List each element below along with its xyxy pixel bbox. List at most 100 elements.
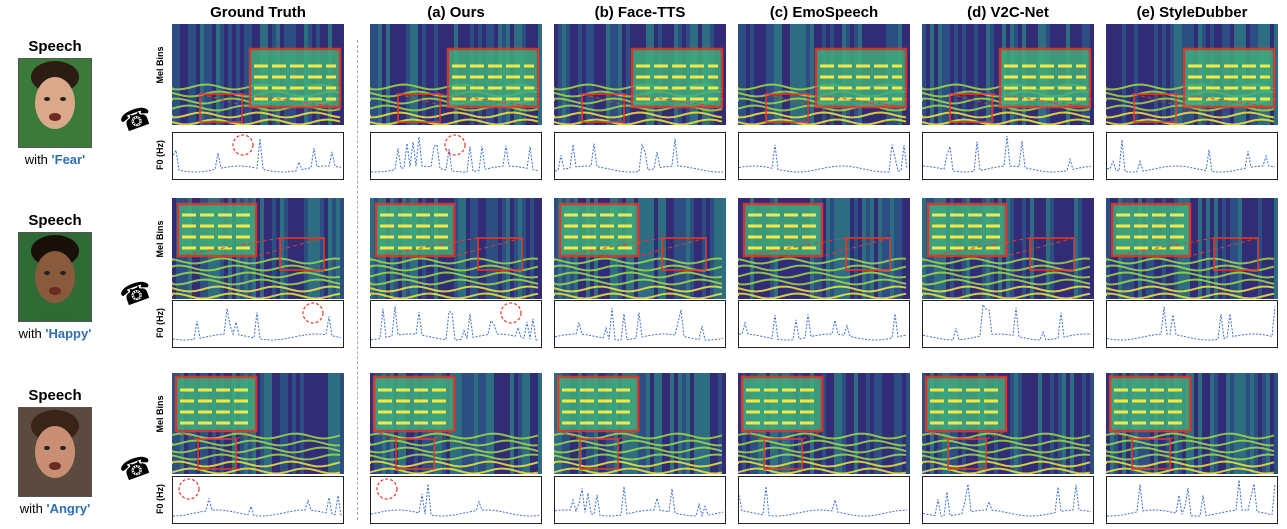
with-text: with (19, 501, 47, 516)
zoom-source-box (765, 93, 809, 123)
f0-panel (172, 132, 344, 180)
mel-spectrogram (1106, 198, 1278, 299)
f0-contour (172, 478, 342, 517)
f0-panel (922, 476, 1094, 524)
peak-highlight-circle (376, 478, 398, 500)
emotion-word: 'Fear' (51, 152, 86, 167)
zoom-source-box (763, 438, 803, 470)
zoom-source-box (1131, 438, 1171, 470)
f0-panel (370, 132, 542, 180)
f0-panel (554, 132, 726, 180)
mel-spectrogram (922, 373, 1094, 474)
mel-spectrogram (922, 24, 1094, 125)
mel-spectrogram (922, 198, 1094, 299)
f0-contour (370, 134, 540, 173)
f0-contour (172, 134, 342, 173)
f0-panel (370, 476, 542, 524)
speaker-face (18, 232, 92, 322)
column-header: (c) EmoSpeech (769, 4, 879, 21)
mel-spectrogram (370, 373, 542, 474)
f0-contour (172, 302, 342, 341)
zoom-source-box (197, 438, 237, 470)
spectrogram-panel (738, 198, 910, 299)
mel-spectrogram (738, 24, 910, 125)
column-header: (b) Face-TTS (594, 4, 686, 21)
f0-panel (1106, 132, 1278, 180)
zoom-source-box (1213, 237, 1259, 271)
emotion-caption: with 'Angry' (0, 501, 110, 516)
f0-contour (1106, 306, 1276, 341)
peak-highlight-circle (232, 134, 254, 156)
spectrogram-panel (554, 24, 726, 125)
zoom-source-box (845, 237, 891, 271)
zoom-source-box (395, 438, 435, 470)
zoom-source-box (199, 93, 243, 123)
f0-contour (922, 483, 1092, 517)
f0-panel (1106, 476, 1278, 524)
spectrogram-panel (738, 373, 910, 474)
mel-spectrogram (554, 373, 726, 474)
f0-panel (922, 132, 1094, 180)
spectrogram-panel (922, 198, 1094, 299)
zoom-source-box (279, 237, 325, 271)
peak-highlight-circle (178, 478, 200, 500)
spectrogram-panel (370, 373, 542, 474)
spectrogram-panel (172, 373, 344, 474)
column-header: Ground Truth (210, 4, 306, 21)
mel-bins-axis-label: Mel Bins (155, 46, 165, 84)
mel-bins-axis-label: Mel Bins (155, 395, 165, 433)
divider (357, 40, 358, 520)
f0-panel (738, 300, 910, 348)
f0-panel (922, 300, 1094, 348)
mel-spectrogram (1106, 24, 1278, 125)
spectrogram-panel (370, 198, 542, 299)
emotion-word: 'Angry' (46, 501, 91, 516)
spectrogram-panel (922, 24, 1094, 125)
zoom-source-box (581, 93, 625, 123)
f0-axis-label: F0 (Hz) (155, 484, 165, 514)
f0-panel (738, 132, 910, 180)
f0-panel (554, 476, 726, 524)
zoom-source-box (661, 237, 707, 271)
f0-contour (738, 144, 908, 173)
phone-icon: ☎ (115, 99, 157, 139)
column-header: (d) V2C-Net (967, 4, 1049, 21)
peak-highlight-circle (500, 302, 522, 324)
spectrogram-panel (1106, 24, 1278, 125)
f0-contour (554, 138, 724, 173)
with-text: with (24, 152, 52, 167)
mel-spectrogram (370, 24, 542, 125)
spectrogram-panel (1106, 373, 1278, 474)
face-illustration (31, 61, 79, 147)
f0-contour (1106, 479, 1276, 517)
spectrogram-panel (554, 198, 726, 299)
f0-contour (370, 302, 540, 341)
zoom-source-box (579, 438, 619, 470)
f0-contour (738, 313, 908, 341)
mel-spectrogram (172, 373, 344, 474)
mel-spectrogram (1106, 373, 1278, 474)
f0-panel (172, 300, 344, 348)
column-header: (e) StyleDubber (1136, 4, 1248, 21)
with-text: with (18, 326, 46, 341)
spectrogram-panel (1106, 198, 1278, 299)
zoom-source-box (949, 93, 993, 123)
f0-axis-label: F0 (Hz) (155, 140, 165, 170)
emotion-caption: with 'Fear' (0, 152, 110, 167)
f0-panel (1106, 300, 1278, 348)
f0-axis-label: F0 (Hz) (155, 308, 165, 338)
spectrogram-panel (738, 24, 910, 125)
phone-icon: ☎ (115, 273, 157, 313)
mel-spectrogram (554, 198, 726, 299)
emotion-word: 'Happy' (45, 326, 92, 341)
f0-panel (738, 476, 910, 524)
column-header: (a) Ours (427, 4, 485, 21)
f0-contour (370, 478, 540, 517)
speaker-face (18, 58, 92, 148)
f0-panel (554, 300, 726, 348)
f0-contour (922, 135, 1092, 173)
peak-highlight-circle (302, 302, 324, 324)
zoom-source-box (397, 93, 441, 123)
spectrogram-panel (554, 373, 726, 474)
f0-panel (370, 300, 542, 348)
